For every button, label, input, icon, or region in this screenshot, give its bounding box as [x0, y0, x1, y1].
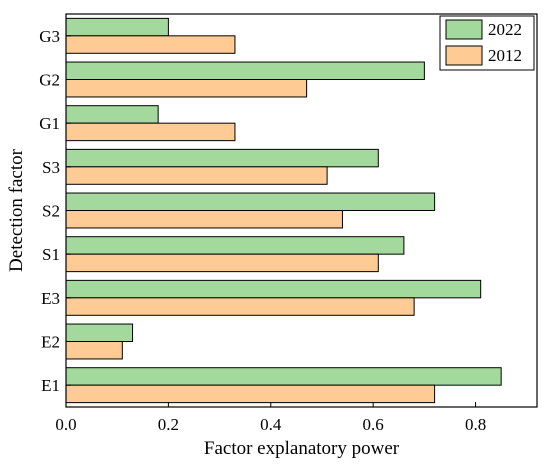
legend-swatch-2022	[445, 19, 483, 40]
y-tick-label: G3	[39, 27, 60, 46]
legend-label-2012: 2012	[488, 46, 522, 65]
legend-swatch-2012	[445, 45, 483, 66]
bar-g2-2012	[65, 79, 308, 98]
x-tick-label: 0.4	[260, 415, 282, 434]
bar-s2-2012	[65, 210, 343, 229]
x-tick-label: 0.2	[158, 415, 179, 434]
x-axis-title: Factor explanatory power	[204, 438, 400, 459]
bar-e1-2012	[65, 384, 436, 404]
bar-e2-2012	[65, 341, 123, 360]
bar-g1-2012	[65, 122, 236, 142]
bar-s1-2022	[65, 236, 405, 255]
y-axis-title: Detection factor	[6, 148, 27, 272]
x-axis-ticks: 0.0 0.2 0.4 0.6 0.8	[55, 402, 486, 434]
x-tick-label: 0.6	[363, 415, 384, 434]
y-tick-label: S1	[42, 245, 60, 264]
x-tick-label: 0.0	[55, 415, 76, 434]
bar-group	[65, 17, 502, 404]
bar-g1-2022	[65, 105, 159, 124]
bar-g3-2012	[65, 35, 236, 54]
y-tick-label: S3	[42, 158, 60, 177]
y-tick-label: S2	[42, 202, 60, 221]
bar-s2-2022	[65, 192, 436, 212]
bar-e3-2022	[65, 279, 482, 299]
legend: 2022 2012	[439, 15, 535, 71]
y-tick-label: E1	[41, 376, 60, 395]
y-tick-label: G1	[39, 114, 60, 133]
bar-g2-2022	[65, 61, 425, 80]
bar-s3-2012	[65, 166, 328, 185]
x-tick-label: 0.8	[465, 415, 486, 434]
bar-s1-2012	[65, 253, 379, 273]
bar-s3-2022	[65, 148, 379, 168]
legend-label-2022: 2022	[488, 20, 522, 39]
y-tick-label: G2	[39, 71, 60, 90]
bar-e1-2022	[65, 367, 502, 386]
bar-e3-2012	[65, 297, 415, 316]
y-tick-label: E2	[41, 333, 60, 352]
y-axis-ticks: E1 E2 E3 S1 S2 S3 G1 G2 G3	[39, 27, 71, 395]
y-tick-label: E3	[41, 289, 60, 308]
bar-e2-2022	[65, 323, 134, 342]
bar-g3-2022	[65, 17, 169, 37]
